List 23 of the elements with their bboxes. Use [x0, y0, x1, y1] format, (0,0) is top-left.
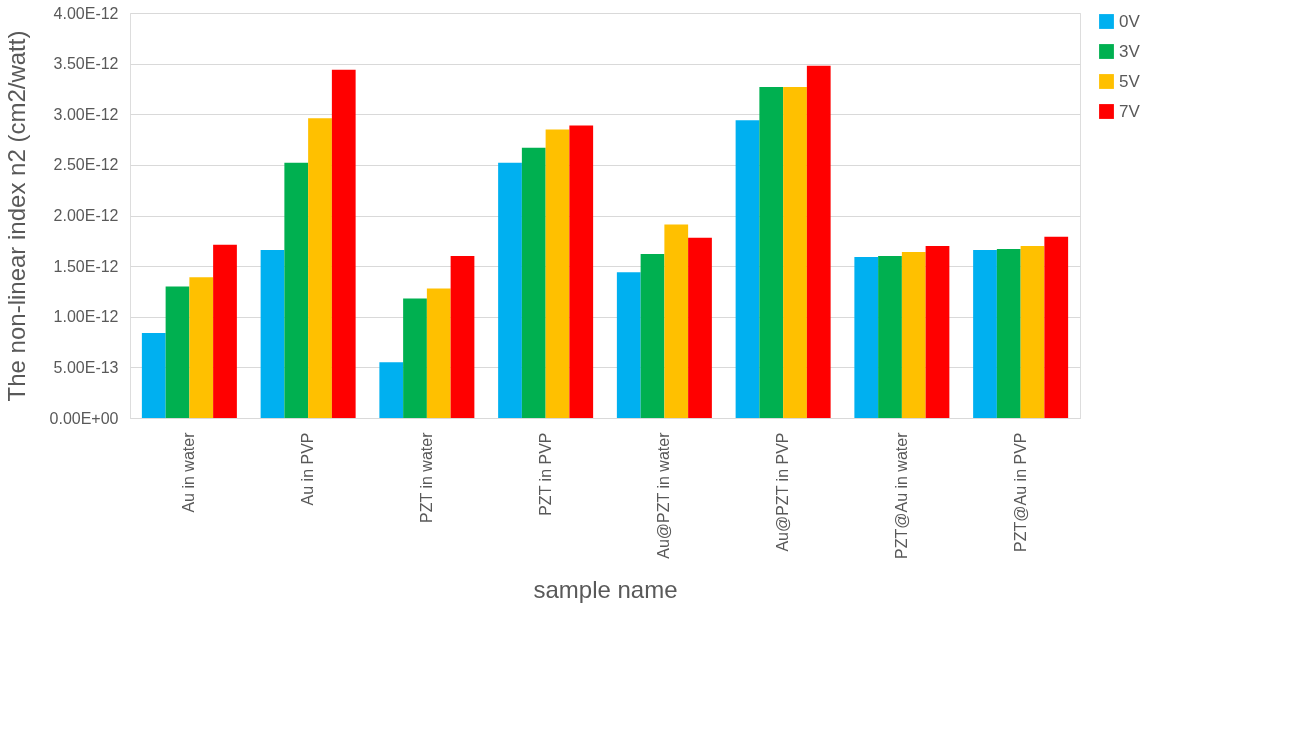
y-tick-label: 2.00E-12	[53, 207, 119, 224]
y-axis-title: The non-linear index n2 (cm2/watt)	[2, 30, 30, 402]
y-tick-label: 2.50E-12	[53, 156, 119, 174]
y-tick-label: 1.00E-12	[53, 308, 119, 326]
x-tick-label: Au in PVP	[299, 432, 317, 506]
legend-label: 3V	[1119, 41, 1141, 61]
y-tick-label: 3.00E-12	[53, 105, 119, 123]
y-tick-label: 5.00E-13	[53, 358, 119, 376]
x-axis-title: sample name	[533, 576, 678, 603]
x-tick-label: PZT in PVP	[536, 432, 554, 516]
legend-label: 0V	[1119, 11, 1141, 31]
y-tick-label: 4.00E-12	[53, 4, 119, 22]
legend-label: 5V	[1119, 71, 1141, 91]
x-tick-label: Au@PZT in PVP	[774, 432, 792, 552]
x-tick-label: PZT in water	[417, 431, 435, 523]
x-tick-label: PZT@Au in water	[892, 431, 910, 559]
x-tick-label: PZT@Au in PVP	[1011, 432, 1029, 552]
x-tick-label: Au@PZT in water	[655, 431, 673, 559]
y-tick-label: 1.50E-12	[53, 257, 119, 275]
y-tick-label: 0.00E+00	[49, 409, 119, 427]
y-tick-label: 3.50E-12	[53, 55, 119, 73]
x-tick-label: Au in water	[180, 431, 198, 513]
legend-label: 7V	[1119, 101, 1141, 121]
